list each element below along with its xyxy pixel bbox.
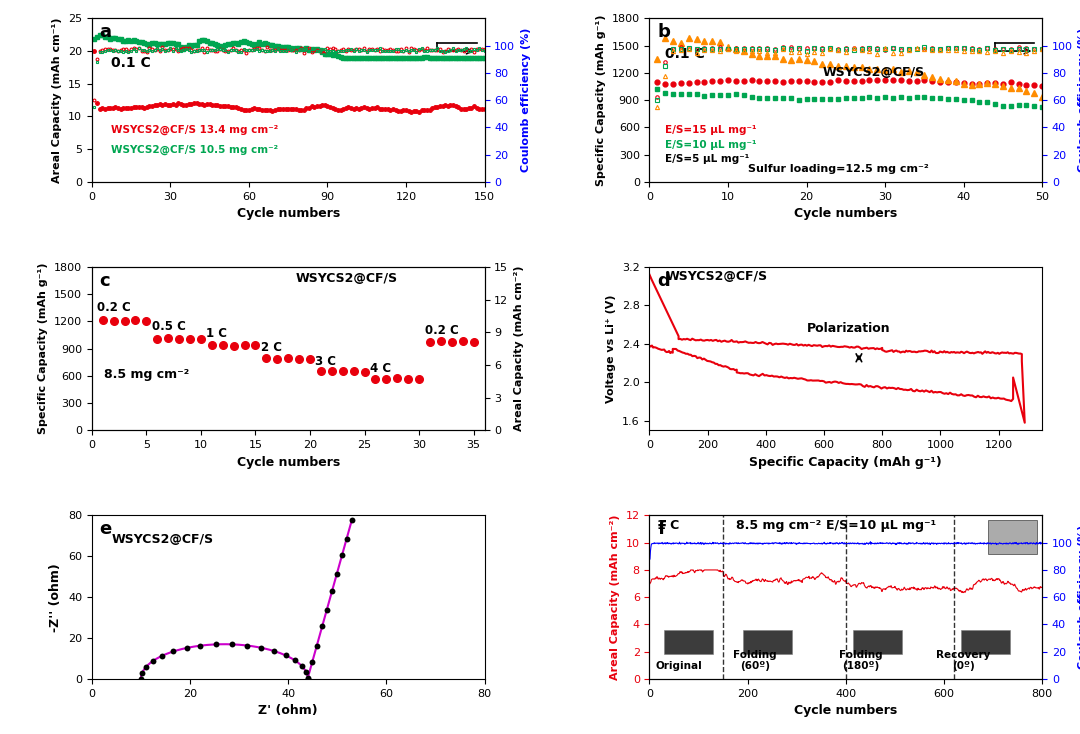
Point [324, 585, 341, 597]
Text: e: e [99, 520, 112, 538]
Y-axis label: Coulomb efficiency (%): Coulomb efficiency (%) [521, 28, 530, 172]
Point [343, 514, 361, 526]
Point [319, 604, 336, 616]
Point [334, 549, 351, 561]
Point [207, 639, 225, 650]
Text: WSYCS2@CF/S: WSYCS2@CF/S [111, 533, 214, 546]
Text: E/S=5 μL mg⁻¹: E/S=5 μL mg⁻¹ [665, 154, 750, 164]
Point [252, 642, 269, 653]
Text: Folding
(180º): Folding (180º) [839, 650, 882, 672]
Y-axis label: Areal Capacity (mAh cm⁻¹): Areal Capacity (mAh cm⁻¹) [53, 18, 63, 183]
Text: 0.1 C: 0.1 C [665, 46, 705, 61]
Text: 3 C: 3 C [315, 355, 337, 368]
Point [328, 569, 346, 581]
Point [308, 640, 325, 652]
X-axis label: Cycle numbers: Cycle numbers [237, 456, 340, 469]
FancyBboxPatch shape [743, 630, 792, 655]
Point [299, 672, 316, 684]
Text: WSYCS2@CF/S 10.5 mg cm⁻²: WSYCS2@CF/S 10.5 mg cm⁻² [111, 145, 279, 155]
FancyBboxPatch shape [664, 630, 713, 655]
X-axis label: Z' (ohm): Z' (ohm) [258, 704, 318, 717]
Text: WSYCS2@CF/S: WSYCS2@CF/S [665, 270, 767, 283]
Point [286, 655, 303, 666]
Text: Folding
(60º): Folding (60º) [733, 650, 777, 672]
Point [313, 620, 330, 632]
Text: b: b [658, 23, 671, 41]
Text: 1 C: 1 C [206, 327, 228, 340]
Text: d: d [658, 272, 670, 290]
Point [298, 666, 315, 678]
Y-axis label: Voltage vs Li⁺ (V): Voltage vs Li⁺ (V) [606, 294, 617, 403]
Y-axis label: Specific Capacity (mAh g⁻¹): Specific Capacity (mAh g⁻¹) [39, 263, 49, 435]
Text: Recovery
(0º): Recovery (0º) [936, 650, 990, 672]
Text: WSYCS2@CF/S: WSYCS2@CF/S [822, 65, 924, 79]
Text: 2 C: 2 C [261, 341, 282, 355]
Point [134, 667, 151, 679]
Text: 8.5 mg cm⁻²: 8.5 mg cm⁻² [104, 368, 189, 381]
Point [165, 645, 183, 657]
Text: 1 C: 1 C [658, 518, 679, 531]
Text: Polarization: Polarization [807, 322, 890, 335]
Point [338, 533, 355, 545]
Point [145, 655, 162, 666]
Point [239, 639, 256, 651]
Point [278, 650, 295, 661]
Text: Original: Original [656, 661, 702, 672]
Y-axis label: Areal Capacity (mAh cm⁻²): Areal Capacity (mAh cm⁻²) [514, 266, 524, 432]
Point [178, 642, 195, 654]
Text: 0.1 C: 0.1 C [111, 57, 151, 70]
FancyBboxPatch shape [988, 520, 1037, 553]
Y-axis label: Coulomb efficiency (%): Coulomb efficiency (%) [1079, 28, 1080, 172]
Point [137, 661, 154, 672]
Point [153, 650, 171, 662]
Point [266, 645, 283, 657]
Text: E/S=10 μL mg⁻¹: E/S=10 μL mg⁻¹ [826, 518, 936, 531]
Y-axis label: Coulomb efficiency (%): Coulomb efficiency (%) [1079, 525, 1080, 669]
Text: 8.5 mg cm⁻²: 8.5 mg cm⁻² [735, 518, 821, 531]
Point [191, 640, 208, 652]
Y-axis label: Specific Capacity (mAh g⁻¹): Specific Capacity (mAh g⁻¹) [596, 15, 606, 186]
Text: WSYCS2@CF/S: WSYCS2@CF/S [296, 272, 399, 285]
Text: a: a [99, 23, 111, 41]
X-axis label: Cycle numbers: Cycle numbers [794, 207, 897, 220]
Text: 0.2 C: 0.2 C [424, 324, 458, 337]
Text: E/S=15 μL mg⁻¹: E/S=15 μL mg⁻¹ [665, 125, 757, 135]
Text: 4 C: 4 C [370, 363, 391, 375]
Text: Sulfur loading=12.5 mg cm⁻²: Sulfur loading=12.5 mg cm⁻² [747, 164, 929, 174]
X-axis label: Specific Capacity (mAh g⁻¹): Specific Capacity (mAh g⁻¹) [750, 456, 942, 469]
Point [294, 660, 311, 672]
Point [222, 639, 240, 650]
Y-axis label: Areal Capacity (mAh cm⁻²): Areal Capacity (mAh cm⁻²) [610, 515, 620, 680]
Point [303, 656, 321, 668]
FancyBboxPatch shape [853, 630, 902, 655]
Point [132, 673, 149, 685]
Text: WSYCS2@CF/S 13.4 mg cm⁻²: WSYCS2@CF/S 13.4 mg cm⁻² [111, 125, 279, 135]
Text: 0.5 C: 0.5 C [152, 321, 186, 333]
Y-axis label: -Z'' (ohm): -Z'' (ohm) [50, 563, 63, 631]
X-axis label: Cycle numbers: Cycle numbers [237, 207, 340, 220]
FancyBboxPatch shape [961, 630, 1010, 655]
Text: f: f [658, 520, 665, 538]
Text: c: c [99, 272, 110, 290]
X-axis label: Cycle numbers: Cycle numbers [794, 704, 897, 717]
Text: E/S=10 μL mg⁻¹: E/S=10 μL mg⁻¹ [665, 139, 757, 150]
Text: 0.2 C: 0.2 C [97, 302, 131, 314]
Point [299, 673, 316, 685]
